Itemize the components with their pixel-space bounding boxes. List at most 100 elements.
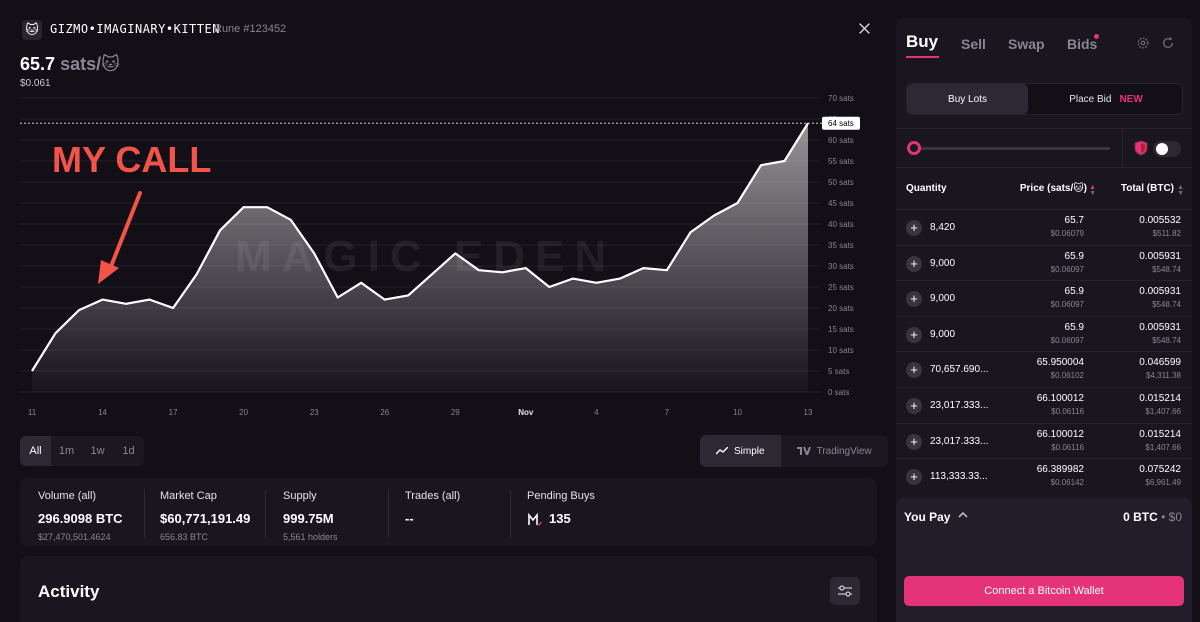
filter-button[interactable] [830,577,860,605]
y-tick-label: 70 sats [828,94,854,103]
y-tick-label: 5 sats [828,367,849,376]
stat-supply-value: 999.75M [283,511,334,526]
current-price-tag: 64 sats [822,116,860,130]
timeframe-selector: All 1m 1w 1d [20,436,144,466]
connect-wallet-button[interactable]: Connect a Bitcoin Wallet [904,576,1184,606]
y-tick-label: 50 sats [828,178,854,187]
add-order-icon[interactable]: + [906,220,922,236]
x-tick-label: 26 [380,408,389,417]
order-price-sats: 65.7 [1064,215,1084,226]
order-price-usd: $0.06142 [1050,478,1084,488]
tab-swap[interactable]: Swap [1008,36,1045,52]
column-total-label: Total (BTC) [1120,183,1174,194]
slider-divider [1122,129,1123,169]
order-price-usd: $0.06097 [1050,264,1084,274]
tab-sell[interactable]: Sell [961,36,986,52]
order-total: 0.005931 $548.74 [1139,322,1181,345]
trade-panel: Buy Sell Swap Bids Buy Lots Place Bid NE… [896,18,1192,622]
order-row[interactable]: +9,000 65.9 $0.06097 0.005931 $548.74 [896,244,1192,281]
gear-icon[interactable] [1136,36,1150,55]
order-total-usd: $548.74 [1152,300,1181,310]
y-tick-label: 20 sats [828,304,854,313]
order-total-usd: $1,407.66 [1145,442,1181,452]
pay-btc: 0 BTC [1123,510,1158,524]
order-row[interactable]: +23,017.333... 66.100012 $0.06116 0.015214 $… [896,422,1192,459]
protection-toggle[interactable] [1153,141,1181,157]
order-row[interactable]: +9,000 65.9 $0.06097 0.005931 $548.74 [896,280,1192,316]
order-price: 65.950004 $0.06102 [1037,357,1084,380]
x-tick-label: 13 [804,408,813,417]
tab-buy[interactable]: Buy [906,32,939,51]
timeframe-1d[interactable]: 1d [122,445,135,457]
line-chart-icon [716,447,728,455]
y-tick-label: 60 sats [828,136,854,145]
order-total: 0.015214 $1,407.66 [1139,429,1181,452]
place-bid-label: Place Bid [1069,93,1112,105]
price-chart[interactable]: MAGIC EDEN 0 sats 5 sats 10 sats 15 sats 20 … [0,88,880,418]
my-call-text: MY CALL [52,139,211,180]
order-row[interactable]: +70,657.690... 65.950004 $0.06102 0.046599 $… [896,351,1192,387]
order-total-usd: $1,407.66 [1145,407,1181,416]
order-row[interactable]: +9,000 65.9 $0.06097 0.005931 $548.74 [896,315,1192,352]
timeframe-1w[interactable]: 1w [90,445,105,457]
trade-tabs: Buy Sell Swap Bids [906,32,1126,60]
order-price-sats: 65.950004 [1036,357,1084,369]
x-tick-label: 4 [594,408,599,417]
order-total-usd: $6,961.49 [1145,478,1181,488]
column-price-label: Price (sats/🐱) [1019,183,1087,194]
x-tick-label: 14 [98,408,107,417]
stat-pending-buys: Pending Buys 135 [527,490,595,528]
order-price: 66.389982 $0.06142 [1037,464,1084,487]
x-tick-label: 23 [310,408,319,417]
tab-bids[interactable]: Bids [1067,36,1098,52]
order-quantity: 113,333.33... [930,471,988,483]
order-type-toggle: Buy Lots Place Bid NEW [906,83,1183,115]
column-quantity[interactable]: Quantity [906,183,947,194]
stats-bar: Volume (all) 296.9098 BTC $27,470,501.46… [20,478,877,546]
timeframe-all[interactable]: All [20,436,51,466]
simple-mode-button[interactable]: Simple [700,435,781,467]
order-price-usd: $0.06102 [1050,371,1084,381]
stat-volume-value: 296.9098 BTC [38,511,123,526]
stat-volume: Volume (all) 296.9098 BTC $27,470,501.46… [38,490,123,542]
order-price-usd: $0.06116 [1051,407,1084,416]
stat-supply-sub: 5,561 holders [283,532,338,542]
add-order-icon[interactable]: + [906,291,922,308]
you-pay-label[interactable]: You Pay [904,510,951,524]
x-logo-icon[interactable] [858,22,871,38]
token-name: GIZMO•IMAGINARY•KITTEN [50,22,220,36]
order-price-usd: $0.06097 [1050,300,1084,310]
column-total[interactable]: Total (BTC) ▲ ▼ [1120,183,1184,197]
timeframe-1m[interactable]: 1m [58,445,75,457]
quantity-slider-track[interactable] [914,147,1110,150]
order-row[interactable]: +113,333.33... 66.389982 $0.06142 0.075242 $… [896,458,1192,494]
order-total-btc: 0.046599 [1139,357,1181,369]
chevron-up-icon[interactable] [958,510,968,522]
order-total-btc: 0.005931 [1139,286,1181,298]
buy-lots-button[interactable]: Buy Lots [907,84,1028,114]
add-order-icon[interactable]: + [906,433,922,450]
x-tick-label: 11 [28,408,37,417]
order-quantity: 8,420 [930,222,956,233]
add-order-icon[interactable]: + [906,326,922,343]
add-order-icon[interactable]: + [906,469,922,486]
order-row[interactable]: +23,017.333... 66.100012 $0.06116 0.015214 $… [896,387,1192,423]
stat-trades-value: -- [405,511,414,526]
toggle-knob [1156,143,1168,155]
add-order-icon[interactable]: + [906,362,922,379]
y-tick-label: 15 sats [828,325,854,334]
order-row[interactable]: +8,420 65.7 $0.06079 0.005532 $511.82 [896,209,1192,245]
add-order-icon[interactable]: + [906,255,922,272]
order-total: 0.005931 $548.74 [1139,251,1181,274]
refresh-icon[interactable] [1161,36,1175,55]
stat-supply-label: Supply [283,490,317,502]
add-order-icon[interactable]: + [906,398,922,414]
column-price[interactable]: Price (sats/🐱) ▲ ▼ [1019,183,1096,197]
x-tick-label: 10 [733,408,742,417]
tradingview-mode-button[interactable]: TradingView [781,435,888,467]
bids-notification-dot [1094,34,1099,39]
place-bid-button[interactable]: Place Bid NEW [1028,84,1184,114]
stat-market-cap-value: $60,771,191.49 [160,511,251,526]
quantity-slider-thumb[interactable] [907,141,921,155]
